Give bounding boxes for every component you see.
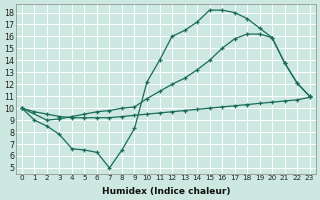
X-axis label: Humidex (Indice chaleur): Humidex (Indice chaleur) [101, 187, 230, 196]
